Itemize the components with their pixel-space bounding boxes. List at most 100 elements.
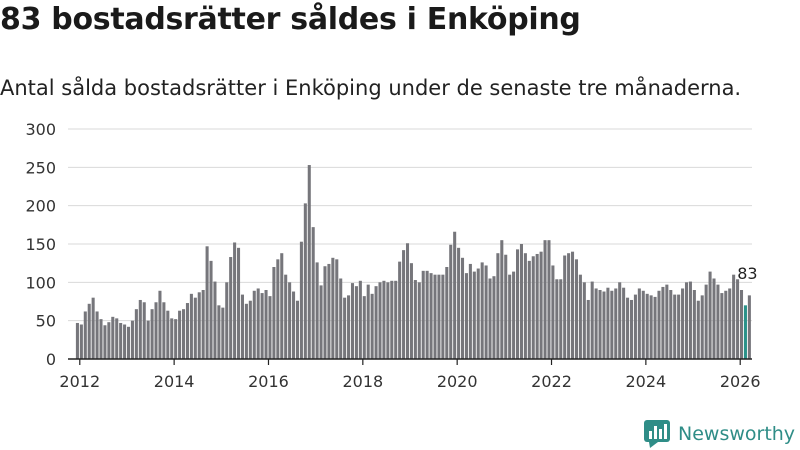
bar bbox=[154, 302, 158, 359]
bar bbox=[692, 290, 696, 359]
bar bbox=[319, 285, 323, 359]
bar bbox=[633, 294, 637, 359]
bar bbox=[268, 296, 272, 359]
bar bbox=[240, 294, 244, 359]
bar bbox=[673, 294, 677, 359]
bar bbox=[182, 309, 186, 359]
chart-title: 83 bostadsrätter såldes i Enköping bbox=[0, 2, 581, 37]
bar bbox=[374, 286, 378, 359]
bar bbox=[79, 324, 83, 359]
bar bbox=[197, 292, 201, 359]
x-tick-label: 2014 bbox=[154, 372, 195, 391]
bar bbox=[402, 250, 406, 359]
bar bbox=[708, 271, 712, 359]
bar bbox=[221, 307, 225, 359]
bar bbox=[146, 320, 150, 359]
y-tick-label: 150 bbox=[25, 235, 56, 254]
bar bbox=[641, 290, 645, 359]
bar bbox=[126, 326, 131, 359]
bar bbox=[370, 293, 374, 359]
bar bbox=[189, 293, 193, 359]
bar bbox=[653, 296, 657, 359]
bar bbox=[75, 322, 79, 359]
bar bbox=[276, 259, 280, 359]
bar bbox=[563, 255, 567, 359]
bar bbox=[398, 261, 402, 359]
bar bbox=[700, 295, 704, 359]
bar bbox=[229, 257, 233, 359]
bar bbox=[358, 280, 362, 359]
bar bbox=[543, 240, 547, 359]
bar bbox=[712, 278, 716, 359]
bar bbox=[606, 287, 610, 359]
bar bbox=[559, 279, 563, 359]
bar bbox=[390, 280, 394, 359]
bar bbox=[512, 271, 516, 359]
bar bbox=[115, 318, 119, 359]
bar bbox=[476, 268, 480, 359]
bar bbox=[209, 260, 213, 359]
bar bbox=[150, 309, 154, 359]
bar bbox=[205, 246, 209, 359]
y-tick-label: 100 bbox=[25, 273, 56, 292]
bar bbox=[441, 274, 445, 359]
data-label: 83 bbox=[737, 264, 757, 283]
bar bbox=[433, 274, 437, 359]
bar bbox=[237, 247, 241, 359]
bar bbox=[417, 282, 421, 359]
bar bbox=[582, 282, 586, 359]
bar bbox=[162, 302, 166, 359]
bar bbox=[354, 286, 358, 359]
bar bbox=[598, 290, 602, 359]
bar bbox=[586, 299, 590, 359]
bar bbox=[453, 231, 457, 359]
bar bbox=[331, 257, 335, 359]
bar bbox=[362, 296, 366, 359]
bar bbox=[688, 281, 692, 359]
bar bbox=[460, 257, 465, 359]
bar bbox=[233, 242, 237, 359]
bar bbox=[590, 281, 594, 359]
bar bbox=[107, 322, 111, 359]
bar bbox=[413, 280, 417, 359]
bar bbox=[158, 290, 162, 359]
bar bbox=[405, 243, 410, 359]
y-tick-label: 200 bbox=[25, 197, 56, 216]
bar bbox=[138, 299, 142, 359]
bar bbox=[315, 262, 319, 359]
bar bbox=[260, 293, 264, 359]
bar bbox=[130, 320, 134, 359]
bar bbox=[292, 291, 296, 359]
bar bbox=[201, 290, 205, 359]
bar bbox=[307, 165, 311, 359]
bar bbox=[649, 295, 653, 359]
bar bbox=[174, 319, 178, 359]
bar bbox=[382, 280, 386, 359]
bar bbox=[661, 286, 665, 359]
bar bbox=[103, 325, 107, 359]
bar bbox=[500, 240, 504, 359]
bar bbox=[516, 249, 520, 359]
bar bbox=[657, 290, 661, 359]
bar bbox=[252, 290, 256, 359]
bar bbox=[445, 267, 449, 359]
bar bbox=[264, 290, 268, 359]
bar bbox=[421, 270, 425, 359]
bar bbox=[457, 247, 461, 359]
x-tick-label: 2024 bbox=[626, 372, 667, 391]
x-tick-label: 2022 bbox=[531, 372, 572, 391]
bar bbox=[170, 318, 174, 359]
bar bbox=[225, 282, 229, 359]
bar bbox=[736, 279, 740, 359]
bar bbox=[578, 274, 582, 359]
newsworthy-logo-text: Newsworthy bbox=[678, 423, 796, 445]
y-tick-label: 50 bbox=[36, 312, 56, 331]
bar bbox=[614, 288, 618, 359]
bar bbox=[488, 278, 492, 359]
bar bbox=[394, 280, 398, 359]
bar bbox=[303, 203, 307, 359]
bar bbox=[347, 295, 351, 359]
bar bbox=[213, 281, 217, 359]
bar bbox=[178, 310, 182, 359]
bar bbox=[284, 274, 288, 359]
